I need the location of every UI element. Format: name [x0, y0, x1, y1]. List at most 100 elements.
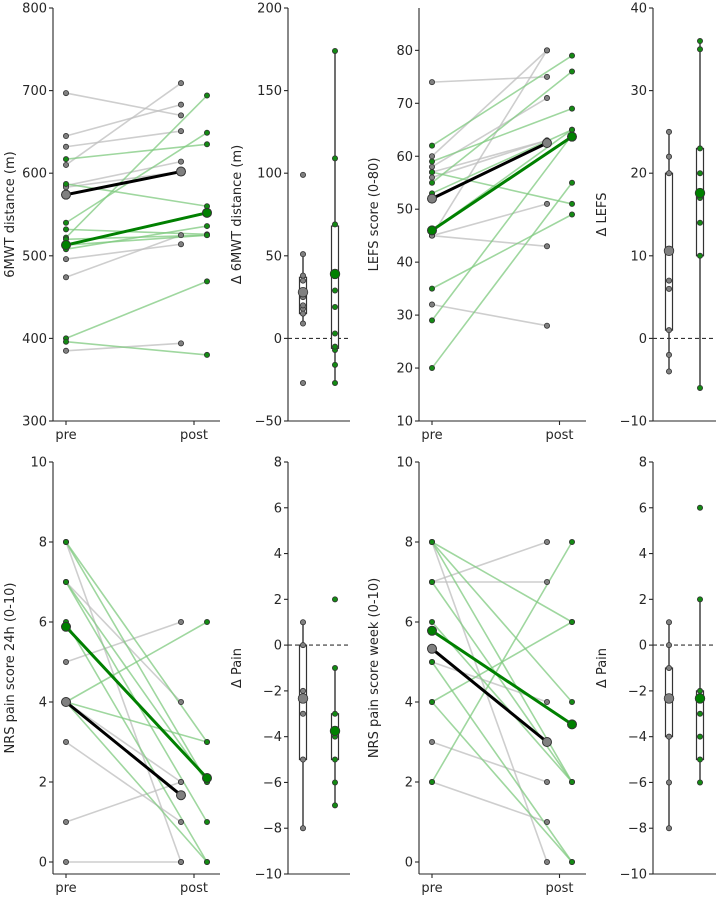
y-tick-label: 100 [257, 167, 282, 182]
subject-line-control [65, 160, 182, 187]
point-pre-intervention [63, 156, 70, 163]
point-post-control [544, 859, 551, 866]
delta-point-control [299, 687, 306, 694]
point-pre-intervention [63, 180, 70, 187]
subject-line-control [431, 49, 548, 157]
y-tick-label: 0 [39, 856, 47, 871]
subject-line-control [65, 103, 182, 137]
subject-line-control [431, 76, 548, 83]
delta-point-intervention [331, 221, 338, 228]
mean-line-intervention [431, 135, 573, 232]
subject-line-intervention [431, 661, 573, 863]
y-tick-label: 2 [639, 593, 647, 608]
y-tick-label: 600 [22, 167, 47, 182]
subject-line-intervention [431, 541, 573, 703]
delta-point-control [666, 825, 673, 832]
x-tick-label-post: post [180, 428, 208, 443]
y-tick-label: 200 [257, 2, 282, 17]
x-tick-label-post: post [545, 881, 573, 896]
mean-line-control [65, 700, 182, 797]
y-tick-label: 400 [22, 332, 47, 347]
y-axis-label: NRS pain score 24h (0-10) [3, 583, 18, 754]
y-tick-label: 4 [39, 696, 47, 711]
point-post-control [544, 699, 551, 706]
y-tick-label: 700 [22, 84, 47, 99]
y-tick-label: 80 [396, 44, 413, 59]
point-post-control [177, 619, 184, 626]
subject-line-intervention [65, 183, 208, 208]
delta-point-control [299, 302, 306, 309]
subject-line-control [65, 741, 182, 823]
y-tick-label: 150 [257, 84, 282, 99]
subject-line-control [65, 781, 182, 823]
point-post-intervention [203, 351, 210, 358]
point-pre-control [63, 274, 70, 281]
point-post-control [544, 322, 551, 329]
subject-line-control [65, 130, 182, 148]
point-post-intervention [569, 68, 576, 75]
y-axis-label: Δ LEFS [595, 193, 610, 237]
delta-point-control [666, 733, 673, 740]
mean-marker-intervention [694, 187, 706, 199]
delta-point-control [299, 320, 306, 327]
delta-point-intervention [331, 287, 338, 294]
y-tick-label: −2 [263, 684, 282, 699]
y-tick-label: 8 [639, 456, 647, 471]
subject-line-intervention [65, 701, 208, 863]
y-tick-label: 30 [630, 84, 647, 99]
point-pre-control [428, 739, 435, 746]
y-tick-label: 20 [630, 167, 647, 182]
subject-line-intervention [65, 132, 208, 224]
mean-point-post-control [542, 737, 552, 747]
x-tick-label-post: post [545, 428, 573, 443]
y-tick-label: 10 [396, 415, 413, 430]
delta-point-intervention [697, 219, 704, 226]
delta-point-control [299, 710, 306, 717]
point-pre-intervention [428, 779, 435, 786]
mean-point-post-intervention [567, 719, 577, 730]
delta-point-intervention [331, 665, 338, 672]
y-tick-label: 6 [39, 616, 47, 631]
y-tick-label: 6 [639, 501, 647, 516]
delta-point-intervention [331, 596, 338, 603]
subject-line-control [431, 139, 548, 179]
point-post-control [177, 128, 184, 135]
point-pre-control [63, 739, 70, 746]
delta-point-control [299, 310, 306, 317]
delta-point-intervention [697, 384, 704, 391]
point-pre-intervention [428, 285, 435, 292]
y-tick-label: 10 [396, 456, 413, 471]
y-tick-label: 2 [39, 776, 47, 791]
point-post-control [544, 200, 551, 207]
y-tick-label: 0 [274, 332, 282, 347]
delta-point-intervention [697, 710, 704, 717]
subject-line-control [65, 243, 182, 260]
point-post-control [177, 232, 184, 239]
delta-point-control [666, 351, 673, 358]
subject-line-intervention [431, 70, 573, 184]
y-tick-label: −4 [628, 730, 647, 745]
subject-line-intervention [431, 182, 573, 369]
subject-line-intervention [65, 621, 208, 703]
y-tick-label: 6 [405, 616, 413, 631]
box-intervention [695, 147, 705, 257]
y-tick-label: 4 [405, 696, 413, 711]
y-axis-label: 6MWT distance (m) [3, 151, 18, 277]
subject-line-control [65, 234, 182, 279]
delta-point-control [666, 619, 673, 626]
point-post-intervention [569, 619, 576, 626]
point-post-intervention [569, 179, 576, 186]
point-pre-intervention [63, 338, 70, 345]
subject-line-intervention [431, 621, 573, 783]
mean-point-pre-intervention [427, 225, 437, 236]
mean-line-control [431, 647, 548, 744]
y-tick-label: −6 [628, 776, 647, 791]
point-pre-intervention [428, 659, 435, 666]
y-tick-label: 4 [274, 547, 282, 562]
point-pre-intervention [63, 226, 70, 233]
point-post-control [177, 779, 184, 786]
delta-point-control [299, 619, 306, 626]
y-tick-label: 6 [274, 501, 282, 516]
point-pre-intervention [428, 317, 435, 324]
delta-point-intervention [697, 733, 704, 740]
